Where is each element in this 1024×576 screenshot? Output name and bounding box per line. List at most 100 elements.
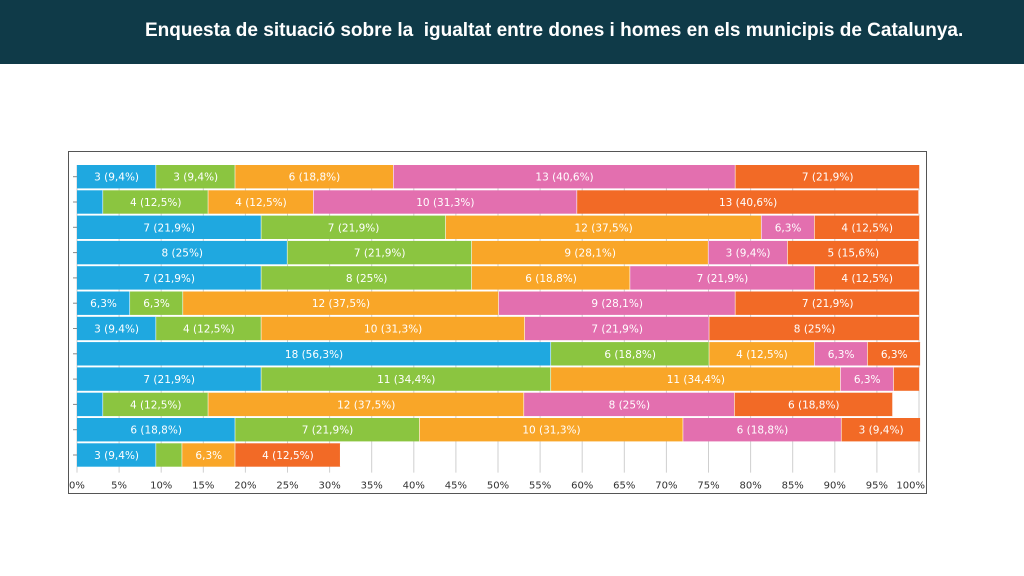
stacked-bar-chart: 3 (9,4%) 3 (9,4%) 6 (18,8%) 13 (40,6%) 7 (21… <box>69 165 925 492</box>
bar-segment <box>77 418 236 442</box>
bar-segment <box>893 367 920 391</box>
bar-data-label: 10 (31,3%) <box>416 197 474 209</box>
bar-segment <box>287 240 472 265</box>
bar-data-label: 12 (37,5%) <box>312 298 370 310</box>
bar-segment <box>551 367 841 391</box>
bar-segment <box>77 215 262 239</box>
x-tick-label: 60% <box>571 481 593 492</box>
x-tick-label: 40% <box>403 481 425 492</box>
bar-data-label: 6,3% <box>90 298 117 310</box>
x-tick-label: 90% <box>824 481 846 492</box>
bar-segment <box>261 266 472 290</box>
x-tick-label: 10% <box>150 481 172 492</box>
bar-data-label: 7 (21,9%) <box>143 222 195 234</box>
bar-segment <box>77 240 288 265</box>
bar-segment <box>393 165 736 189</box>
bar-data-label: 4 (12,5%) <box>841 222 893 234</box>
x-tick-label: 35% <box>361 481 383 492</box>
x-tick-label: 45% <box>445 481 467 492</box>
x-tick-label: 0% <box>69 481 85 492</box>
bar-data-label: 8 (25%) <box>161 248 203 260</box>
bar-data-label: 3 (9,4%) <box>173 172 218 184</box>
bar-segment <box>419 418 684 442</box>
title-banner: Enquesta de situació sobre la igualtat e… <box>0 0 1024 64</box>
bar-data-label: 3 (9,4%) <box>726 248 771 260</box>
bar-data-label: 10 (31,3%) <box>364 324 422 336</box>
bar-data-label: 6,3% <box>828 349 855 361</box>
bar-segment <box>735 291 920 315</box>
bar-segment <box>814 215 920 239</box>
bar-data-label: 6 (18,8%) <box>289 172 341 184</box>
bar-segment <box>709 316 920 341</box>
bar-segment <box>156 165 236 189</box>
bar-segment <box>524 392 735 417</box>
x-tick-label: 25% <box>276 481 298 492</box>
bar-segment <box>77 266 262 290</box>
bar-data-label: 4 (12,5%) <box>235 197 287 209</box>
bar-data-label: 18 (56,3%) <box>285 349 343 361</box>
bar-data-label: 7 (21,9%) <box>143 374 195 386</box>
bar-segment <box>156 443 183 467</box>
bar-data-label: 4 (12,5%) <box>130 399 182 411</box>
bar-segment <box>77 342 552 366</box>
bar-data-label: 12 (37,5%) <box>575 222 633 234</box>
bar-segment <box>630 266 815 290</box>
bar-segment <box>261 367 552 391</box>
bar-data-label: 7 (21,9%) <box>697 273 749 285</box>
bar-segment <box>814 342 868 366</box>
bar-data-label: 11 (34,4%) <box>667 374 725 386</box>
bar-segment <box>498 291 736 315</box>
bar-data-label: 7 (21,9%) <box>802 172 854 184</box>
bar-data-label: 10 (31,3%) <box>522 425 580 437</box>
bar-segment <box>261 215 446 239</box>
x-tick-label: 5% <box>111 481 127 492</box>
bar-segment <box>156 316 262 341</box>
bar-segment <box>840 367 894 391</box>
bar-data-label: 8 (25%) <box>609 399 651 411</box>
bar-segment <box>77 190 104 214</box>
bar-data-label: 4 (12,5%) <box>130 197 182 209</box>
page-title: Enquesta de situació sobre la igualtat e… <box>145 20 964 41</box>
bar-data-label: 5 (15,6%) <box>828 248 880 260</box>
bar-segment <box>103 392 209 417</box>
chart-frame: 3 (9,4%) 3 (9,4%) 6 (18,8%) 13 (40,6%) 7 (21… <box>68 151 927 494</box>
x-tick-label: 65% <box>613 481 635 492</box>
bar-data-label: 6 (18,8%) <box>737 425 789 437</box>
bar-segment <box>761 215 815 239</box>
bar-segment <box>708 240 788 265</box>
bar-segment <box>524 316 710 341</box>
bar-data-label: 7 (21,9%) <box>302 425 354 437</box>
bar-data-label: 7 (21,9%) <box>591 324 643 336</box>
bar-data-label: 9 (28,1%) <box>564 248 616 260</box>
bar-data-label: 4 (12,5%) <box>736 349 788 361</box>
x-tick-label: 50% <box>487 481 509 492</box>
bar-data-label: 8 (25%) <box>346 273 388 285</box>
bar-segment <box>77 165 157 189</box>
bar-data-label: 6,3% <box>881 349 908 361</box>
bar-segment <box>235 418 420 442</box>
bar-data-label: 13 (40,6%) <box>719 197 777 209</box>
x-tick-label: 100% <box>896 481 925 492</box>
x-tick-label: 85% <box>782 481 804 492</box>
bar-segment <box>471 240 709 265</box>
bar-segment <box>683 418 842 442</box>
bar-data-label: 6 (18,8%) <box>130 425 182 437</box>
bar-segment <box>183 291 499 315</box>
bar-data-label: 3 (9,4%) <box>94 324 139 336</box>
bar-data-label: 6 (18,8%) <box>604 349 656 361</box>
bar-data-label: 7 (21,9%) <box>354 248 406 260</box>
bar-data-label: 6,3% <box>854 374 881 386</box>
bar-data-label: 4 (12,5%) <box>841 273 893 285</box>
bar-segment <box>551 342 710 366</box>
bar-data-label: 11 (34,4%) <box>377 374 435 386</box>
bar-data-label: 7 (21,9%) <box>328 222 380 234</box>
x-tick-label: 20% <box>234 481 256 492</box>
bar-segment <box>261 316 525 341</box>
bar-segment <box>235 443 341 467</box>
bar-data-label: 8 (25%) <box>794 324 836 336</box>
bar-data-label: 7 (21,9%) <box>802 298 854 310</box>
bar-segment <box>787 240 919 265</box>
bar-segment <box>841 418 921 442</box>
bar-data-label: 6,3% <box>143 298 170 310</box>
bar-data-label: 6,3% <box>195 450 222 462</box>
